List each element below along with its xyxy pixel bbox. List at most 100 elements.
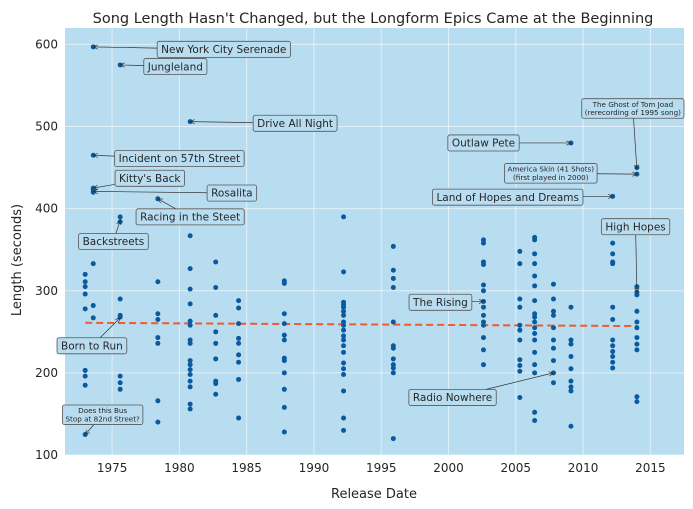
annotation: Kitty's Back [92,169,185,190]
annotation: Incident on 57th Street [92,150,245,168]
song-point [341,337,347,343]
song-point [82,367,88,373]
song-point [341,269,347,275]
song-point [532,362,538,368]
annotation: High Hopes [600,218,671,294]
grid-lines [65,28,684,456]
song-point [610,349,616,355]
song-point [236,321,242,327]
song-point [341,372,347,378]
x-tick-label: 2010 [568,461,599,475]
song-point [187,384,193,390]
song-point [90,303,96,309]
x-axis-label: Release Date [331,487,417,502]
annotation-label: Does this Bus [78,406,127,415]
annotation-label: Stop at 82nd Street? [66,414,141,423]
song-point [480,312,486,318]
annotation: Outlaw Pete [447,134,572,152]
song-point [341,360,347,366]
song-point [213,259,219,265]
x-tick-label: 2000 [433,461,464,475]
song-point [117,296,123,302]
song-point [550,325,556,331]
annotation: The Rising [408,293,485,311]
song-point [532,319,538,325]
x-axis-ticks: 1975 1980 1985 1990 1995 2000 2005 2010 2015 [97,461,666,475]
song-point [550,296,556,302]
song-point [480,362,486,368]
song-point [390,370,396,376]
annotation-label: Jungleland [147,61,203,73]
song-point [550,337,556,343]
trend-line [85,321,637,328]
annotation: Radio Nowhere [408,371,555,406]
song-point [236,335,242,341]
x-tick-label: 1985 [231,461,262,475]
y-tick-label: 500 [35,120,58,134]
song-point [213,284,219,290]
song-point [610,304,616,310]
annotation: Backstreets [78,219,149,250]
song-point [281,311,287,317]
x-tick-label: 1980 [164,461,195,475]
song-point [610,343,616,349]
song-point [390,436,396,442]
song-point [532,330,538,336]
song-point [550,308,556,314]
song-point [187,286,193,292]
song-point [236,415,242,421]
song-point [82,271,88,277]
song-point [517,248,523,254]
x-tick-label: 1975 [97,461,128,475]
song-point [532,314,538,320]
song-point [281,337,287,343]
chart-title: Song Length Hasn't Changed, but the Long… [93,11,654,27]
song-point [213,340,219,346]
annotation-label: (first played in 2000) [513,173,589,182]
song-point [610,240,616,246]
annotation-label: The Ghost of Tom Joad [592,100,674,109]
song-point [634,399,640,405]
song-point [568,337,574,343]
song-point [634,341,640,347]
song-point [480,240,486,246]
song-point [550,281,556,287]
song-point [187,362,193,368]
annotation: Born to Run [56,317,128,355]
song-point [532,298,538,304]
song-point [341,214,347,220]
song-point [550,312,556,318]
song-point [341,415,347,421]
song-point [390,275,396,281]
song-point [517,296,523,302]
song-point [610,317,616,323]
song-point [517,395,523,401]
annotation-label: Kitty's Back [119,173,181,185]
song-point [117,386,123,392]
annotation: Land of Hopes and Dreams [432,188,614,206]
y-axis-ticks: 100 200 300 400 500 600 [35,37,58,462]
song-point [82,284,88,290]
song-point [517,337,523,343]
song-point [236,298,242,304]
song-point [341,388,347,394]
song-point [532,409,538,415]
song-point [532,251,538,257]
song-point [390,319,396,325]
trend-line-group [85,321,637,328]
song-point [517,357,523,363]
song-point [341,343,347,349]
song-point [480,347,486,353]
song-point [213,391,219,397]
y-tick-label: 600 [35,37,58,51]
song-point [187,378,193,384]
annotation: Racing in the Steet [135,198,245,226]
annotation: Drive All Night [189,114,338,132]
song-point [634,319,640,325]
song-point [532,349,538,355]
song-point [213,329,219,335]
song-point [213,312,219,318]
song-point [90,261,96,267]
song-point [236,305,242,311]
